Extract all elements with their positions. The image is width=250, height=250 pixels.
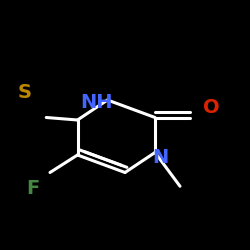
Text: F: F <box>26 179 39 198</box>
Text: S: S <box>18 83 32 102</box>
Text: NH: NH <box>80 93 112 112</box>
Text: O: O <box>203 98 220 117</box>
Text: N: N <box>152 148 168 167</box>
